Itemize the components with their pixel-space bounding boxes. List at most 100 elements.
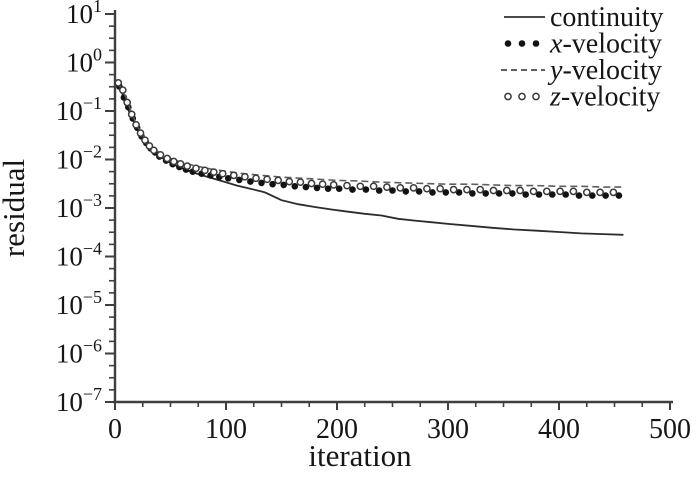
z-velocity-point — [383, 183, 391, 191]
series-x-velocity — [116, 83, 623, 199]
y-axis-title: residual — [0, 159, 31, 257]
legend-circle-marker — [532, 92, 540, 101]
axes-layer: 101 100 10−1 10−2 10−3 10−4 10−5 10−6 10−70 100 20… — [56, 0, 691, 445]
y-tick-label: 10−5 — [56, 287, 102, 320]
z-velocity-point — [176, 160, 185, 168]
x-velocity-point — [375, 187, 383, 194]
y-tick-label: 100 — [66, 45, 102, 78]
legend-dot-marker — [532, 40, 540, 47]
legend-label: continuity — [550, 2, 664, 33]
x-velocity-point — [402, 188, 410, 195]
x-velocity-point — [589, 192, 596, 199]
z-velocity-point — [423, 184, 431, 193]
y-tick-label: 10−2 — [56, 142, 102, 175]
z-velocity-point — [296, 178, 305, 187]
x-velocity-point — [469, 190, 476, 197]
z-velocity-point — [463, 185, 471, 194]
legend-item-yvelocity: y-velocity — [501, 55, 662, 86]
z-velocity-point — [132, 120, 140, 129]
z-velocity-point — [263, 175, 271, 184]
x-tick-label: 500 — [649, 414, 691, 445]
legend-item-zvelocity: z-velocity — [504, 82, 660, 113]
x-velocity-point — [280, 181, 288, 189]
x-velocity-point — [495, 190, 503, 197]
z-velocity-point — [449, 185, 458, 194]
z-velocity-point — [369, 182, 378, 191]
x-velocity-point — [258, 179, 265, 187]
x-velocity-point — [247, 178, 254, 185]
x-velocity-point — [522, 191, 529, 198]
legend-circle-marker — [518, 92, 526, 101]
z-velocity-point — [201, 166, 209, 175]
x-velocity-point — [415, 188, 423, 195]
legend-label: y-velocity — [547, 55, 662, 86]
z-velocity-point — [118, 86, 127, 94]
z-velocity-point — [229, 171, 238, 180]
z-velocity-point — [156, 150, 165, 159]
legend-dot-marker — [504, 40, 512, 47]
x-velocity-point — [535, 191, 543, 198]
x-tick-label: 200 — [316, 414, 358, 445]
x-velocity-point — [362, 186, 370, 193]
x-axis-title: iteration — [308, 438, 412, 473]
z-velocity-point — [127, 110, 136, 119]
continuity-curve — [117, 83, 624, 236]
legend-label: x-velocity — [549, 29, 662, 60]
z-velocity-point — [163, 154, 172, 163]
x-velocity-point — [615, 192, 623, 199]
legend-dot-marker — [518, 40, 526, 47]
legend-item-continuity: continuity — [504, 2, 664, 33]
x-velocity-point — [429, 189, 436, 196]
y-tick-label: 10−6 — [56, 336, 102, 369]
z-velocity-point — [609, 188, 618, 197]
x-velocity-point — [349, 186, 356, 193]
y-tick-label: 10−1 — [56, 93, 102, 126]
z-velocity-point — [252, 174, 260, 183]
x-velocity-point — [455, 189, 463, 196]
z-velocity-point — [307, 179, 316, 188]
series-continuity — [117, 83, 624, 236]
x-velocity-point — [236, 176, 243, 184]
z-velocity-point — [318, 180, 327, 189]
x-velocity-point — [509, 190, 516, 197]
x-velocity-point — [562, 191, 569, 198]
z-velocity-point — [569, 187, 578, 196]
x-velocity-point — [269, 180, 276, 188]
x-velocity-point — [575, 192, 583, 199]
z-velocity-point — [169, 157, 178, 166]
x-velocity-point — [291, 183, 299, 190]
z-velocity-point — [596, 188, 604, 197]
y-tick-label: 10−4 — [56, 239, 102, 272]
x-velocity-point — [302, 183, 310, 191]
z-velocity-point — [556, 187, 564, 196]
x-velocity-point — [442, 189, 450, 196]
z-velocity-point — [396, 184, 405, 192]
z-velocity-point — [516, 186, 524, 195]
z-velocity-point — [489, 186, 498, 195]
z-velocity-point — [149, 146, 158, 155]
z-velocity-point — [136, 129, 145, 137]
legend-item-xvelocity: x-velocity — [504, 29, 662, 60]
x-velocity-point — [313, 184, 321, 192]
z-velocity-point — [285, 177, 294, 186]
z-velocity-point — [476, 185, 485, 194]
x-velocity-point — [482, 190, 490, 197]
z-velocity-point — [542, 187, 551, 196]
z-velocity-point — [329, 181, 338, 189]
legend-label: z-velocity — [549, 82, 660, 113]
z-velocity-point — [145, 142, 154, 150]
x-velocity-point — [335, 185, 343, 192]
z-velocity-point — [343, 181, 351, 190]
z-velocity-point — [529, 187, 538, 196]
x-tick-label: 100 — [205, 414, 247, 445]
series-layer — [114, 79, 624, 236]
z-velocity-point — [209, 168, 218, 176]
y-tick-label: 10−3 — [56, 190, 102, 223]
z-velocity-point — [114, 79, 123, 87]
x-velocity-point — [602, 192, 609, 199]
series-z-velocity — [114, 79, 618, 197]
z-velocity-point — [218, 169, 227, 178]
x-velocity-point — [224, 175, 232, 182]
